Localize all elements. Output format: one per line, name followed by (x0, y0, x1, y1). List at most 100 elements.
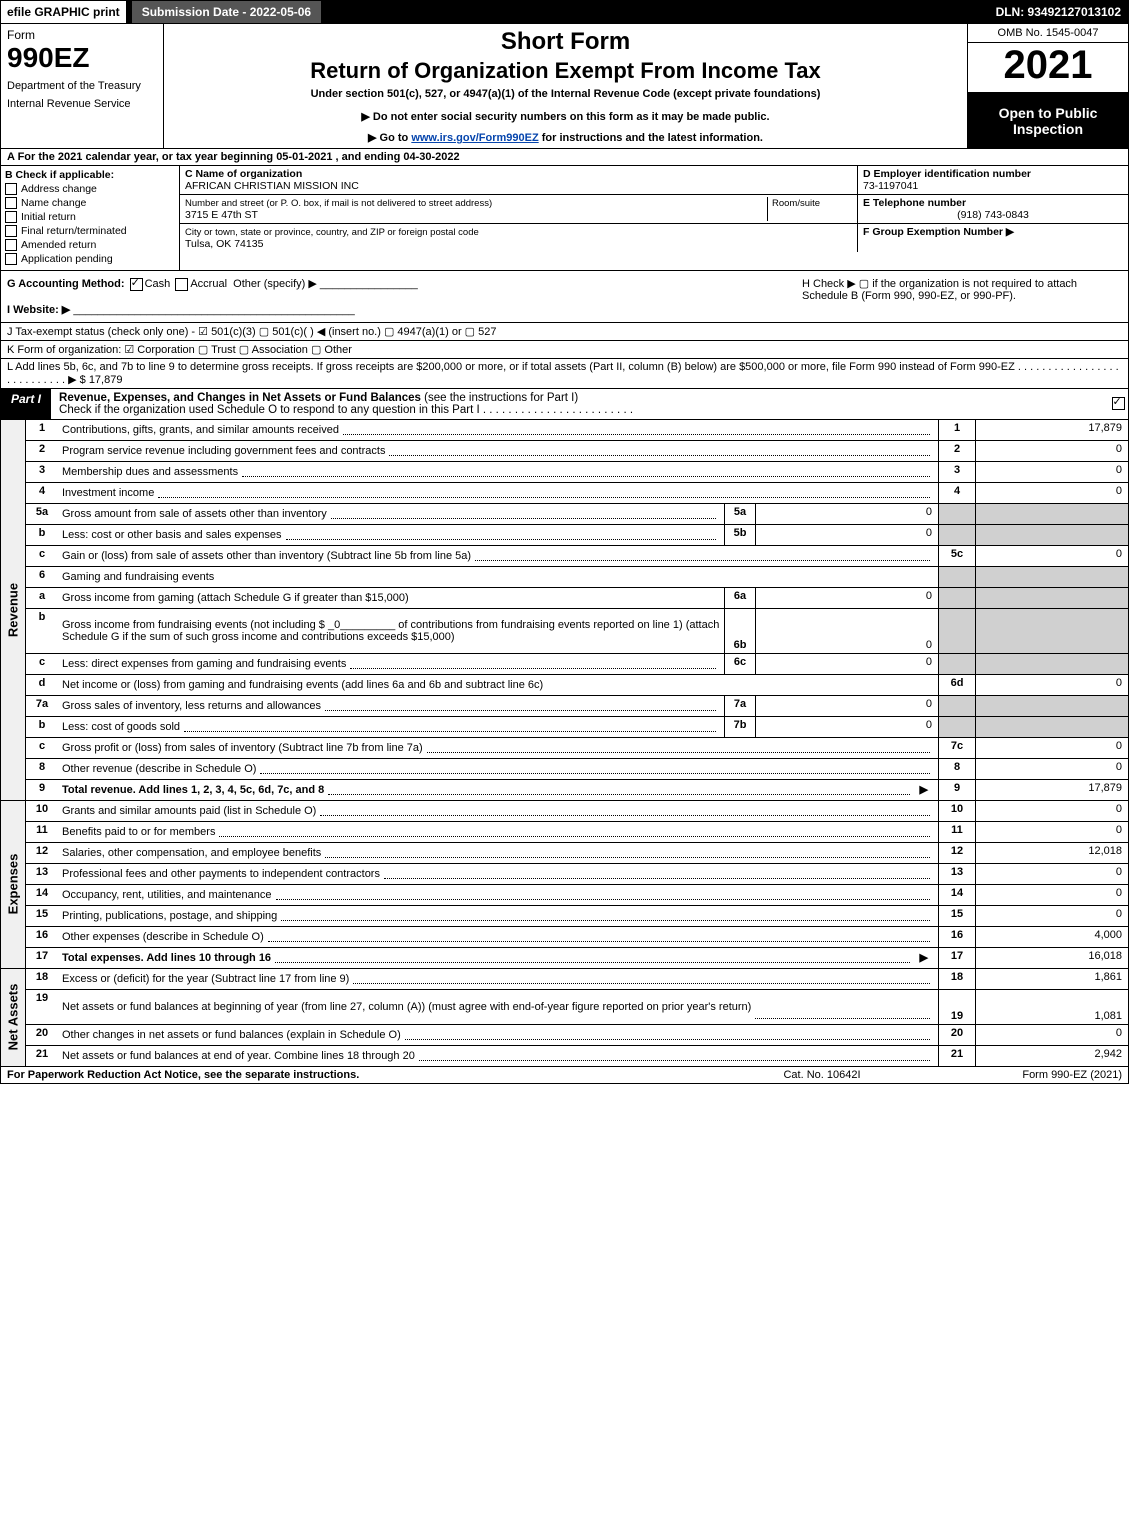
line-14: 14 Occupancy, rent, utilities, and maint… (26, 885, 1128, 906)
short-form-title: Short Form (170, 28, 961, 56)
line-desc: Gaming and fundraising events (58, 567, 938, 587)
l-value: 17,879 (89, 374, 123, 386)
under-section: Under section 501(c), 527, or 4947(a)(1)… (170, 88, 961, 100)
dots (427, 751, 930, 753)
right-val: 0 (975, 738, 1128, 758)
footer-mid: Cat. No. 10642I (722, 1069, 922, 1081)
line-desc: Occupancy, rent, utilities, and maintena… (58, 885, 938, 905)
accrual-checkbox[interactable] (175, 278, 188, 291)
desc-text: Contributions, gifts, grants, and simila… (62, 424, 339, 436)
dots (242, 475, 930, 477)
do-not-enter: ▶ Do not enter social security numbers o… (170, 110, 961, 123)
right-val-shaded (975, 654, 1128, 674)
dots (350, 667, 716, 669)
line-num: 16 (26, 927, 58, 947)
org-name: AFRICAN CHRISTIAN MISSION INC (185, 180, 359, 192)
row-k: K Form of organization: ☑ Corporation ▢ … (0, 341, 1129, 359)
form-number: 990EZ (7, 42, 157, 74)
part1-checkbox[interactable] (1112, 397, 1125, 410)
line-10: 10 Grants and similar amounts paid (list… (26, 801, 1128, 822)
dots (475, 559, 930, 561)
line-num: 13 (26, 864, 58, 884)
desc-text: Professional fees and other payments to … (62, 868, 380, 880)
line-num: c (26, 546, 58, 566)
revenue-label-text: Revenue (6, 582, 21, 636)
part1-checkbox-cell (1108, 389, 1128, 419)
dln-number: DLN: 93492127013102 (988, 0, 1129, 24)
checkbox-icon (5, 253, 17, 265)
cb-name-change[interactable]: Name change (5, 197, 175, 209)
right-val: 0 (975, 546, 1128, 566)
line-6a: a Gross income from gaming (attach Sched… (26, 588, 1128, 609)
f-group-cell: F Group Exemption Number ▶ (858, 224, 1128, 252)
line-desc: Grants and similar amounts paid (list in… (58, 801, 938, 821)
line-num: b (26, 609, 58, 653)
line-num: 12 (26, 843, 58, 863)
dots (219, 835, 930, 837)
right-val: 4,000 (975, 927, 1128, 947)
efile-print-button[interactable]: efile GRAPHIC print (0, 0, 127, 24)
cash-checkbox[interactable] (130, 278, 143, 291)
desc-text: Excess or (deficit) for the year (Subtra… (62, 973, 349, 985)
desc-text: Gaming and fundraising events (62, 571, 214, 583)
cash-label: Cash (145, 278, 171, 290)
sub-label: 6b (724, 609, 755, 653)
h-check: H Check ▶ ▢ if the organization is not r… (802, 277, 1122, 316)
line-6c: c Less: direct expenses from gaming and … (26, 654, 1128, 675)
desc-text: Other revenue (describe in Schedule O) (62, 763, 256, 775)
line-desc: Total expenses. Add lines 10 through 16▶ (58, 948, 938, 968)
e-phone-cell: E Telephone number (918) 743-0843 (858, 195, 1128, 224)
line-7b: b Less: cost of goods sold 7b 0 (26, 717, 1128, 738)
right-val: 0 (975, 801, 1128, 821)
desc-text: Less: direct expenses from gaming and fu… (62, 658, 346, 670)
right-num: 1 (938, 420, 975, 440)
line-num: 10 (26, 801, 58, 821)
right-val: 0 (975, 675, 1128, 695)
right-num: 10 (938, 801, 975, 821)
goto-post: for instructions and the latest informat… (542, 132, 763, 144)
cb-amended-return[interactable]: Amended return (5, 239, 175, 251)
b-label: B Check if applicable: (5, 169, 175, 181)
line-num: d (26, 675, 58, 695)
right-val: 0 (975, 864, 1128, 884)
line-7a: 7a Gross sales of inventory, less return… (26, 696, 1128, 717)
g-accounting: G Accounting Method: Cash Accrual Other … (7, 277, 802, 316)
street-label: Number and street (or P. O. box, if mail… (185, 198, 492, 209)
desc-text: Gross profit or (loss) from sales of inv… (62, 742, 423, 754)
irs-link[interactable]: www.irs.gov/Form990EZ (411, 132, 538, 144)
phone-value: (918) 743-0843 (863, 209, 1123, 221)
cb-initial-return[interactable]: Initial return (5, 211, 175, 223)
sub-val: 0 (755, 504, 938, 524)
netassets-side-label: Net Assets (1, 969, 26, 1066)
right-val: 0 (975, 441, 1128, 461)
line-desc: Net income or (loss) from gaming and fun… (58, 675, 938, 695)
dots (343, 433, 930, 435)
cb-address-change[interactable]: Address change (5, 183, 175, 195)
checkbox-icon (5, 197, 17, 209)
cb-application-pending[interactable]: Application pending (5, 253, 175, 265)
sub-label: 6c (724, 654, 755, 674)
right-num: 7c (938, 738, 975, 758)
cb-final-return[interactable]: Final return/terminated (5, 225, 175, 237)
part1-title: Revenue, Expenses, and Changes in Net As… (51, 389, 1108, 419)
i-label: I Website: ▶ (7, 304, 70, 316)
right-val: 0 (975, 759, 1128, 779)
right-num-shaded (938, 696, 975, 716)
line-desc: Investment income (58, 483, 938, 503)
dots (275, 961, 909, 963)
cb-label: Amended return (21, 239, 96, 251)
right-val-shaded (975, 609, 1128, 653)
sub-label: 7a (724, 696, 755, 716)
line-desc: Net assets or fund balances at end of ye… (58, 1046, 938, 1066)
line-num: 20 (26, 1025, 58, 1045)
right-val-shaded (975, 567, 1128, 587)
dots (286, 538, 716, 540)
dots (405, 1038, 930, 1040)
sub-val: 0 (755, 717, 938, 737)
c-name-cell: C Name of organization AFRICAN CHRISTIAN… (180, 166, 858, 195)
line-6: 6 Gaming and fundraising events (26, 567, 1128, 588)
d-label: D Employer identification number (863, 168, 1031, 180)
col-b-checkboxes: B Check if applicable: Address change Na… (1, 166, 180, 270)
checkbox-icon (5, 211, 17, 223)
right-num: 18 (938, 969, 975, 989)
